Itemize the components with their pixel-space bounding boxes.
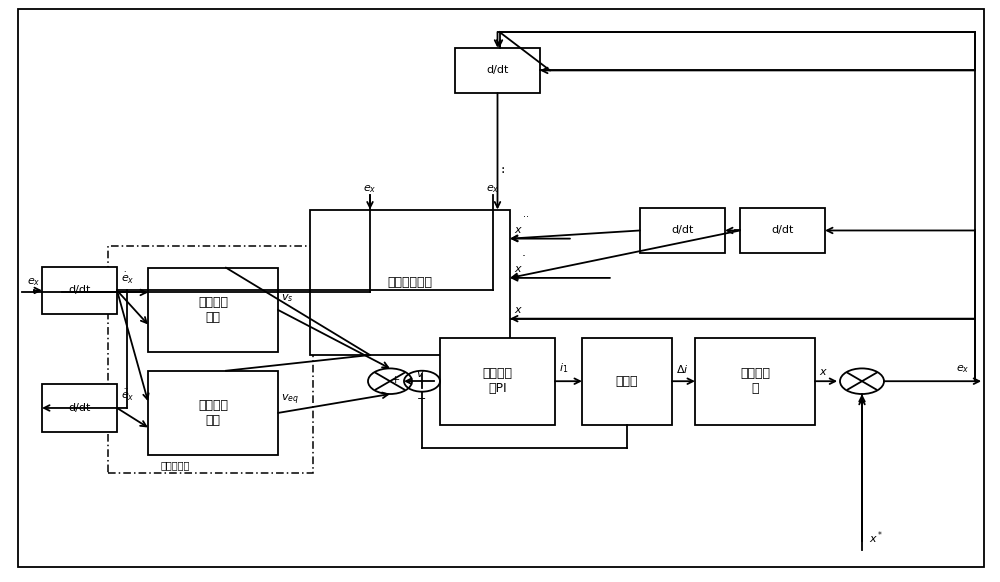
Text: 等效控制
模块: 等效控制 模块: [198, 399, 228, 427]
FancyBboxPatch shape: [42, 384, 117, 432]
FancyBboxPatch shape: [440, 338, 555, 425]
Text: d/dt: d/dt: [68, 403, 91, 413]
FancyBboxPatch shape: [455, 48, 540, 93]
Text: $\Delta i$: $\Delta i$: [676, 363, 689, 375]
Text: d/dt: d/dt: [486, 65, 509, 76]
Text: ·: ·: [522, 250, 526, 263]
Text: d/dt: d/dt: [68, 285, 91, 296]
FancyBboxPatch shape: [148, 268, 278, 352]
Text: $e_x$: $e_x$: [486, 183, 499, 195]
FancyBboxPatch shape: [42, 267, 117, 314]
Text: $x$: $x$: [514, 264, 523, 275]
FancyBboxPatch shape: [582, 338, 672, 425]
Text: $i_1$: $i_1$: [559, 361, 568, 375]
Text: $x$: $x$: [514, 305, 523, 315]
Text: $e_x$: $e_x$: [956, 364, 970, 375]
Text: ·: ·: [500, 162, 505, 176]
Text: $e_x$: $e_x$: [27, 276, 41, 288]
Text: 磁轴承系
统: 磁轴承系 统: [740, 367, 770, 395]
Text: $x^*$: $x^*$: [869, 529, 883, 546]
FancyBboxPatch shape: [310, 210, 510, 355]
Text: 滑模控制器: 滑模控制器: [160, 460, 190, 470]
Text: ··: ··: [523, 212, 529, 222]
Text: −: −: [417, 394, 427, 404]
Text: $\dot{e}_x$: $\dot{e}_x$: [121, 271, 135, 286]
Text: 模糊神经网络: 模糊神经网络: [388, 276, 433, 289]
Text: $x$: $x$: [514, 225, 523, 235]
Text: $\ddot{e}_x$: $\ddot{e}_x$: [121, 388, 135, 403]
FancyBboxPatch shape: [640, 208, 725, 253]
Text: 斩波器: 斩波器: [616, 375, 638, 388]
Text: +: +: [390, 375, 400, 385]
Text: $v$: $v$: [416, 369, 425, 379]
Text: $x$: $x$: [819, 367, 828, 377]
FancyBboxPatch shape: [695, 338, 815, 425]
Text: 电流控制
器PI: 电流控制 器PI: [482, 367, 512, 395]
Text: d/dt: d/dt: [771, 225, 794, 236]
Text: $v_{eq}$: $v_{eq}$: [281, 393, 299, 407]
Text: $v_s$: $v_s$: [281, 292, 293, 304]
Text: d/dt: d/dt: [671, 225, 694, 236]
FancyBboxPatch shape: [740, 208, 825, 253]
Text: 切换控制
模块: 切换控制 模块: [198, 296, 228, 324]
FancyBboxPatch shape: [148, 371, 278, 455]
Text: $e_x$: $e_x$: [363, 183, 377, 195]
Text: ·: ·: [500, 166, 505, 180]
